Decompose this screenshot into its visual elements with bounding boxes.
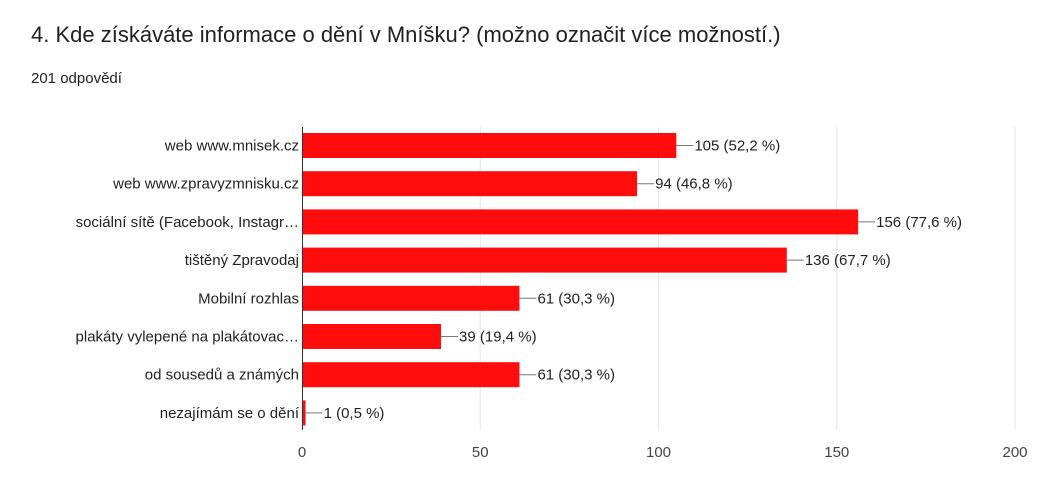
data-label: 156 (77,6 %) — [876, 214, 962, 231]
category-label: tištěný Zpravodaj — [185, 252, 299, 269]
data-label: 39 (19,4 %) — [459, 329, 537, 346]
data-label: 94 (46,8 %) — [655, 176, 733, 193]
x-tick-label: 100 — [646, 444, 671, 461]
bar — [302, 362, 520, 388]
question-title: 4. Kde získáváte informace o dění v Mníš… — [31, 22, 781, 47]
category-label: web www.zpravyzmnisku.cz — [112, 176, 299, 193]
bar — [302, 324, 442, 349]
data-label: 1 (0,5 %) — [324, 405, 385, 422]
x-tick-label: 0 — [298, 444, 306, 461]
bar — [302, 285, 520, 311]
category-label: nezajímám se o dění — [160, 405, 300, 422]
category-label: Mobilní rozhlas — [198, 290, 299, 307]
x-tick-label: 150 — [824, 444, 849, 461]
response-count: 201 odpovědí — [31, 70, 122, 87]
x-tick-label: 50 — [472, 444, 489, 461]
data-label: 105 (52,2 %) — [694, 138, 780, 155]
bar — [302, 400, 306, 426]
data-label: 136 (67,7 %) — [805, 252, 891, 269]
bar — [302, 133, 677, 158]
bar — [302, 247, 787, 273]
category-label: plakáty vylepené na plakátovac… — [76, 329, 299, 346]
x-tick-label: 200 — [1002, 444, 1027, 461]
bar — [302, 209, 859, 235]
bar — [302, 171, 638, 197]
data-label: 61 (30,3 %) — [537, 290, 615, 307]
category-label: sociální sítě (Facebook, Instagr… — [76, 214, 299, 231]
category-label: od sousedů a známých — [145, 367, 299, 384]
category-label: web www.mnisek.cz — [164, 138, 299, 155]
data-label: 61 (30,3 %) — [537, 367, 615, 384]
